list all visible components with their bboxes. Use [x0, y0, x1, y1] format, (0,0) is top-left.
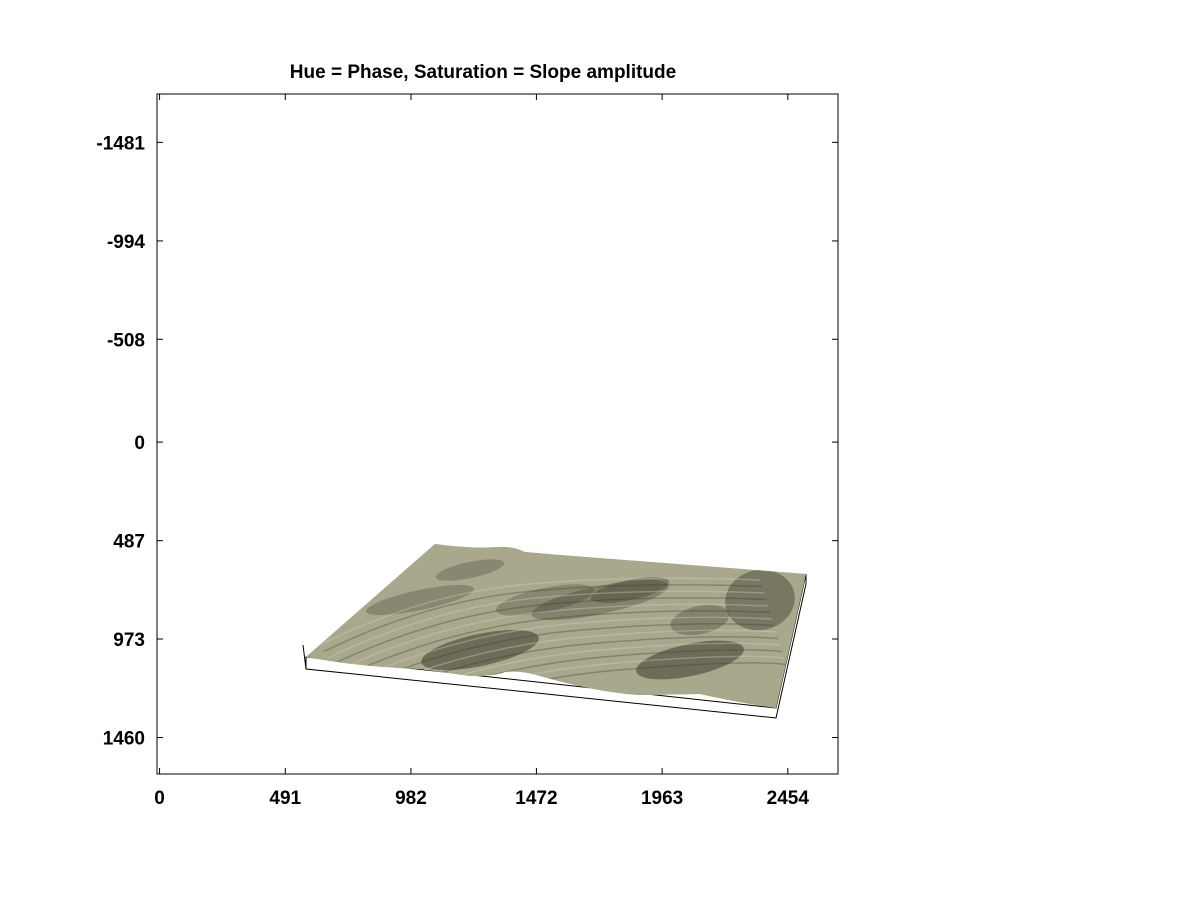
shadow-patch: [636, 640, 744, 680]
ridge-line: [331, 597, 767, 666]
ridge-line: [335, 603, 769, 672]
ridge-line: [327, 590, 765, 659]
shadow-patch: [725, 569, 795, 631]
shadow-patch: [531, 580, 669, 620]
ridge-line: [319, 577, 761, 646]
x-tick-label: 2454: [767, 788, 810, 809]
ridge-line: [339, 610, 771, 679]
shadow-patch: [366, 584, 474, 616]
y-tick-label: 1460: [103, 729, 145, 750]
shadow-patch: [670, 604, 730, 636]
x-tick-label: 0: [154, 788, 165, 809]
y-tick-label: 973: [113, 630, 145, 651]
ridge-line: [347, 623, 775, 692]
shadow-patch: [496, 584, 594, 616]
shadow-patch: [590, 577, 670, 603]
shadow-patch: [421, 629, 539, 671]
y-axis: -1481 -994 -508 0 487 973 1460: [96, 133, 838, 750]
chart-title: Hue = Phase, Saturation = Slope amplitud…: [290, 62, 676, 83]
y-tick-label: 487: [113, 532, 145, 553]
y-tick-label: -994: [107, 232, 145, 253]
x-axis: 0 491 982 1472 1963 2454: [154, 94, 809, 809]
y-tick-label: -508: [107, 330, 145, 351]
x-tick-label: 1472: [515, 788, 557, 809]
y-tick-label: -1481: [96, 133, 145, 154]
x-tick-label: 982: [395, 788, 427, 809]
shadow-patch: [435, 559, 505, 581]
ridge-line: [323, 584, 763, 653]
ridge-line: [343, 616, 773, 685]
x-tick-label: 1963: [641, 788, 683, 809]
y-tick-label: 0: [134, 433, 145, 454]
x-tick-label: 491: [269, 788, 301, 809]
